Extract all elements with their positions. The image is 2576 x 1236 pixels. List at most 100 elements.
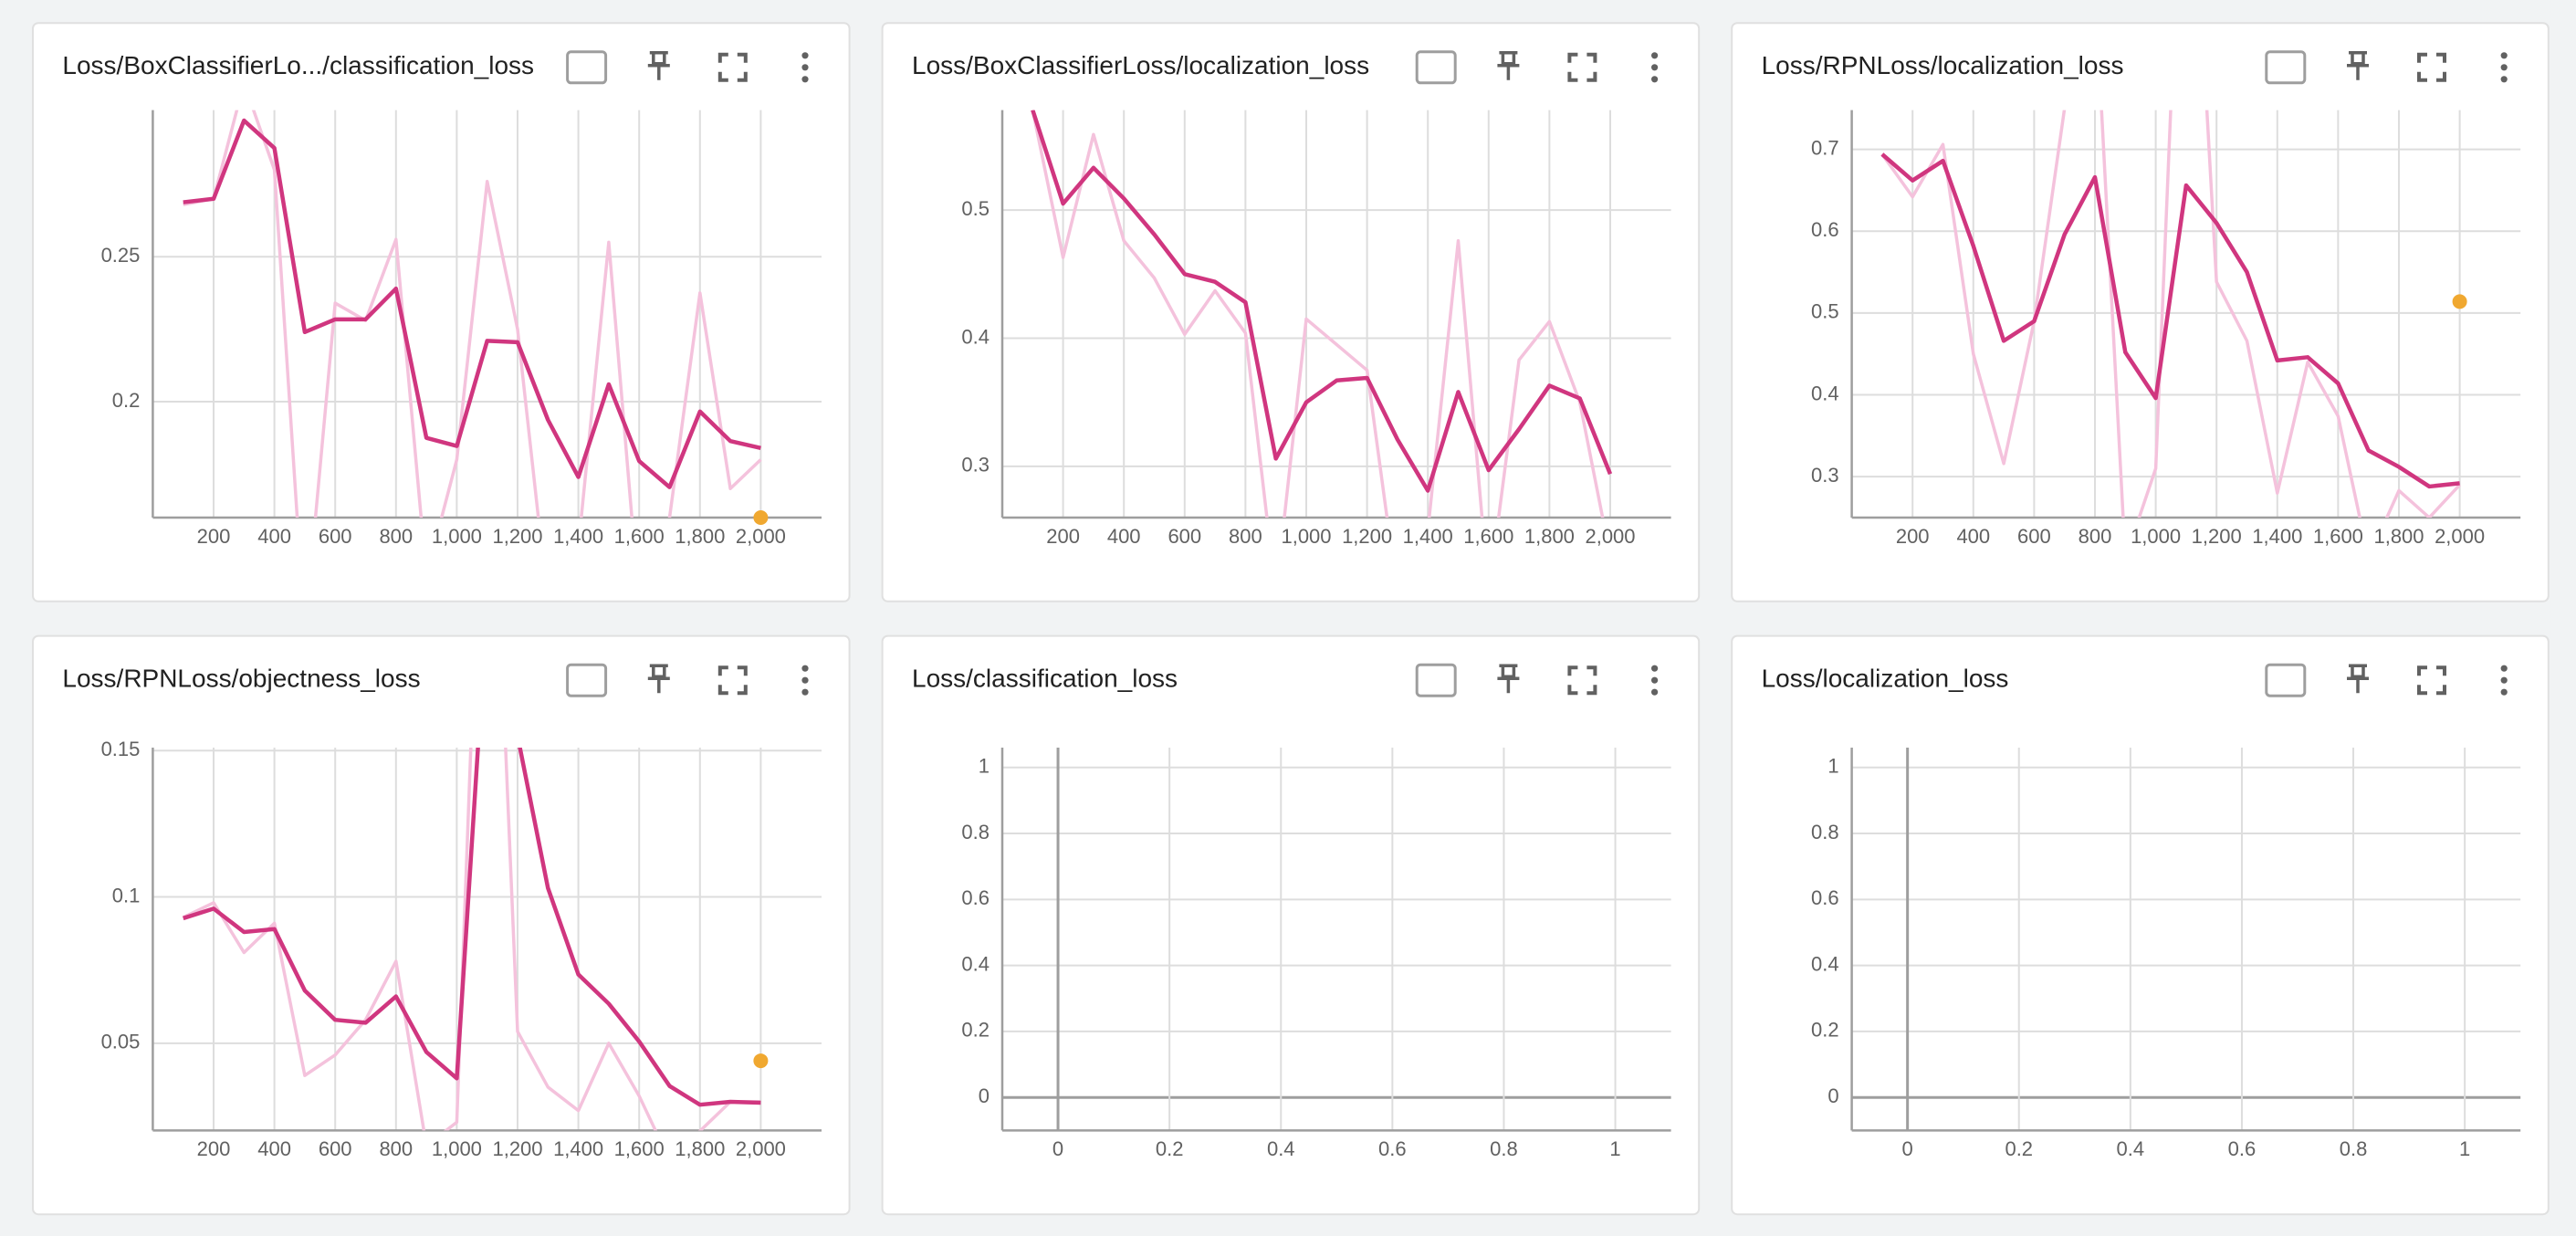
y-tick-label: 0.6 [1811,218,1839,241]
series-line [1880,110,2461,518]
menu-button-dot[interactable] [1651,64,1659,71]
chart-card: Loss/RPNLoss/objectness_loss 0.05 0.1 0.15 2… [32,634,851,1216]
menu-button-dot[interactable] [2500,64,2508,71]
menu-button-dot[interactable] [801,64,809,71]
x-tick-label: 600 [319,1137,352,1160]
card [1731,634,2550,1216]
chart-card: Loss/classification_loss 0 0.2 0.4 0.6 0.8 1 0 0… [881,634,1701,1216]
pin-button[interactable] [2347,664,2369,694]
y-tick-label: 0.4 [961,325,990,348]
lines [183,110,762,518]
x-tick-label: 200 [197,1137,231,1160]
x-tick-label: 200 [1896,525,1930,548]
x-tick-label: 800 [379,525,413,548]
card [32,22,851,602]
x-tick-label: 1,600 [614,525,665,548]
pin-button[interactable] [1497,51,1520,80]
y-tick-label: 0.5 [1811,300,1839,323]
menu-button-dot[interactable] [801,665,809,672]
x-tick-label: 1,000 [432,1137,482,1160]
menu-button-dot[interactable] [1651,52,1659,59]
y-tick-label: 1 [979,755,990,778]
menu-button-dot[interactable] [1651,688,1659,696]
x-tick-label: 200 [197,525,231,548]
menu-button-dot[interactable] [1651,76,1659,83]
menu-button-dot[interactable] [2500,676,2508,684]
x-tick-label: 800 [379,1137,413,1160]
x-tick-label: 0.8 [1490,1137,1518,1160]
hover-marker [753,1053,769,1069]
x-tick-label: 0.6 [2228,1137,2257,1160]
chart-title: Loss/RPNLoss/localization_loss [1762,51,2124,79]
fit-domain-button[interactable] [566,663,608,697]
card [881,634,1701,1216]
y-tick-label: 0.1 [112,884,141,906]
chart-title: Loss/classification_loss [912,665,1178,693]
x-tick-label: 1,600 [614,1137,665,1160]
series-line [1031,110,1605,518]
x-tick-label: 400 [1107,525,1141,548]
chart-card: Loss/BoxClassifierLo.../classification_l… [32,22,851,602]
pin-button[interactable] [1497,664,1520,694]
chart-title: Loss/RPNLoss/objectness_loss [62,665,420,693]
fit-domain-button[interactable] [2265,50,2307,85]
menu-button-dot[interactable] [801,52,809,59]
chart-title: Loss/BoxClassifierLoss/localization_loss [912,51,1369,79]
fullscreen-button[interactable] [717,665,748,696]
x-tick-label: 1 [1609,1137,1620,1160]
x-tick-label: 1,600 [1463,525,1513,548]
x-tick-label: 1,200 [2192,525,2242,548]
menu-button-dot[interactable] [2500,76,2508,83]
x-tick-label: 400 [257,525,291,548]
fullscreen-button[interactable] [1567,665,1597,696]
menu-button-dot[interactable] [801,688,809,696]
x-tick-label: 800 [2079,525,2112,548]
y-tick-label: 0.15 [101,738,141,760]
y-tick-label: 0.6 [1811,886,1839,909]
y-tick-label: 0.3 [961,454,990,477]
fit-domain-button[interactable] [1415,663,1457,697]
menu-button-dot[interactable] [801,76,809,83]
y-tick-label: 0.5 [961,197,990,220]
fullscreen-button[interactable] [717,52,748,82]
x-tick-label: 1 [2459,1137,2470,1160]
pin-button[interactable] [2347,51,2369,80]
menu-button-dot[interactable] [1651,665,1659,672]
x-tick-label: 200 [1046,525,1080,548]
x-tick-label: 0 [1052,1137,1063,1160]
menu-button-dot[interactable] [1651,676,1659,684]
lines [182,748,761,1131]
series-line [183,118,761,489]
series-line [183,110,762,518]
menu-button-dot[interactable] [2500,665,2508,672]
fit-domain-button[interactable] [1415,50,1457,85]
y-tick-label: 0.25 [101,244,141,267]
chart-title: Loss/BoxClassifierLo.../classification_l… [62,51,534,79]
series-line [1880,152,2460,489]
fit-domain-button[interactable] [566,50,608,85]
y-tick-label: 0.6 [961,886,990,909]
pin-button[interactable] [647,51,670,80]
menu-button-dot[interactable] [2500,688,2508,696]
pin-button[interactable] [647,664,670,694]
fullscreen-button[interactable] [1567,52,1597,82]
lines [1880,110,2461,518]
fit-domain-button[interactable] [2265,663,2307,697]
chart-card: Loss/localization_loss 0 0.2 0.4 0.6 0.8 1 0 0.2… [1731,634,2550,1216]
x-tick-label: 1,000 [1281,525,1331,548]
x-tick-label: 0.4 [1267,1137,1295,1160]
x-tick-label: 1,600 [2313,525,2363,548]
menu-button-dot[interactable] [2500,52,2508,59]
menu-button-dot[interactable] [801,676,809,684]
x-tick-label: 1,200 [492,525,542,548]
y-tick-label: 0 [979,1084,990,1107]
x-tick-label: 2,000 [1585,525,1635,548]
y-tick-label: 0 [1827,1084,1838,1107]
x-tick-label: 0 [1902,1137,1913,1160]
fullscreen-button[interactable] [2417,665,2446,696]
fullscreen-button[interactable] [2417,52,2446,82]
chart-title: Loss/localization_loss [1762,665,2009,693]
x-tick-label: 0.2 [1156,1137,1184,1160]
series-line [1031,110,1613,493]
y-tick-label: 0.2 [112,389,141,412]
